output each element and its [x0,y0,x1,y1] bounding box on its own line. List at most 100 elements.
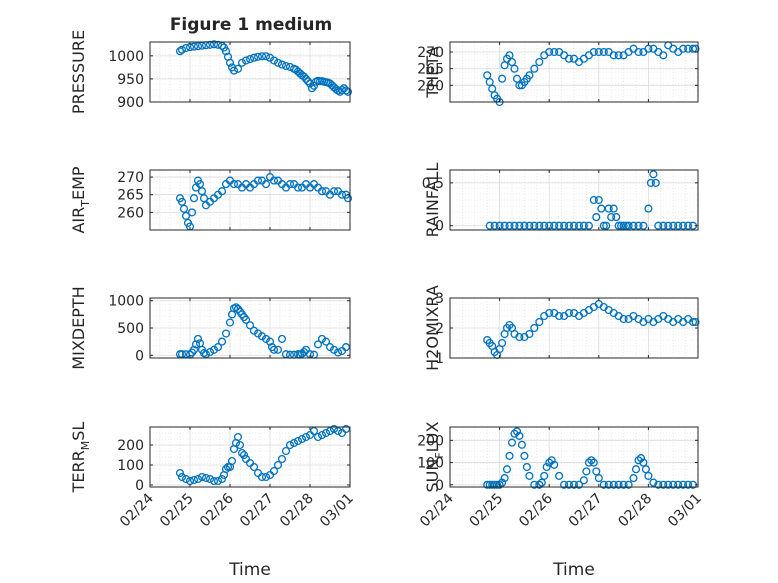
y-tick-label: 270 [417,45,444,61]
data-point [522,462,531,472]
data-point [261,334,271,343]
data-point [530,323,539,333]
data-point [177,197,187,206]
data-point [189,475,199,485]
y-tick-label: 2 [435,321,444,337]
data-point [233,64,243,73]
data-point [579,476,588,485]
data-point [674,221,683,230]
subplot-pressure: 900 950 1000 PRESSURE [69,30,353,114]
data-point [659,51,668,60]
data-point [542,462,551,472]
y-tick-label: 0 [435,219,444,235]
data-point [599,221,608,230]
data-point [564,308,574,318]
data-point [664,221,673,230]
y-tick-label: 1000 [108,49,144,65]
data-point [297,434,307,444]
data-point [510,429,519,438]
data-point [609,480,618,489]
data-point [277,334,287,343]
data-point [579,221,588,230]
data-point [515,431,524,440]
data-point [669,221,678,230]
data-point [507,438,517,447]
data-point [317,187,327,196]
data-point [249,53,259,62]
data-point [245,321,255,330]
data-point [307,84,317,93]
data-point [225,58,235,67]
y-axis-label: AIRTEMP [69,166,92,233]
data-point [684,480,693,489]
y-axis-label: RAINFALL [423,163,442,238]
data-point [241,315,251,324]
data-point [213,343,223,352]
data-point [604,480,613,489]
data-point [231,303,241,312]
y-tick-label: 1 [435,351,444,367]
data-point [321,428,331,438]
data-point [303,77,313,86]
data-point [639,221,648,230]
data-point [599,47,608,57]
data-point [659,480,668,489]
data-point [649,478,658,487]
data-point [535,480,544,489]
data-point [341,86,351,95]
x-tick-label: 02/27 [566,491,606,531]
data-point [641,465,650,474]
data-point [229,66,239,75]
data-point [500,221,509,230]
x-tick-label: 02/24 [417,490,457,530]
data-point [253,52,263,61]
data-point [659,221,668,230]
x-axis-label: Time [228,560,271,580]
data-point [181,474,191,484]
y-tick-label: 0 [435,478,444,494]
data-point [592,467,601,476]
y-tick-label: 0 [135,348,144,364]
data-point [530,64,539,73]
data-point [485,221,494,230]
x-tick-label: 02/27 [237,491,277,531]
data-point [564,221,574,230]
data-point [277,60,287,69]
data-point [629,221,638,230]
data-point [193,42,203,51]
data-point [609,51,618,60]
data-point [515,221,524,230]
y-tick-label: 265 [417,62,444,78]
y-tick-label: 950 [117,72,144,88]
data-point [520,221,529,230]
data-point [175,47,185,56]
data-point [500,474,509,483]
data-point [209,476,219,486]
data-point [550,460,559,469]
y-axis-label: MIXDEPTH [69,286,88,369]
data-point [261,180,271,189]
data-point [213,476,223,486]
data-point [560,221,569,230]
data-point [679,480,688,489]
data-point [540,471,549,480]
data-point [253,176,263,185]
data-point [545,458,554,467]
data-point [634,456,643,465]
data-point [550,47,559,57]
data-point [525,221,534,230]
y-axis-label: PRESSURE [69,30,88,114]
data-point [221,329,231,338]
data-point [619,221,628,230]
data-point [293,436,303,446]
data-point [273,345,283,354]
data-point [253,329,263,338]
subplot-terr-msl: 0 100 200 02/24 02/25 02/26 02/27 02/28 03/01 Tim… [69,422,357,580]
data-point [293,183,303,192]
data-point [540,221,549,230]
data-point [594,195,603,205]
data-point [674,480,683,489]
